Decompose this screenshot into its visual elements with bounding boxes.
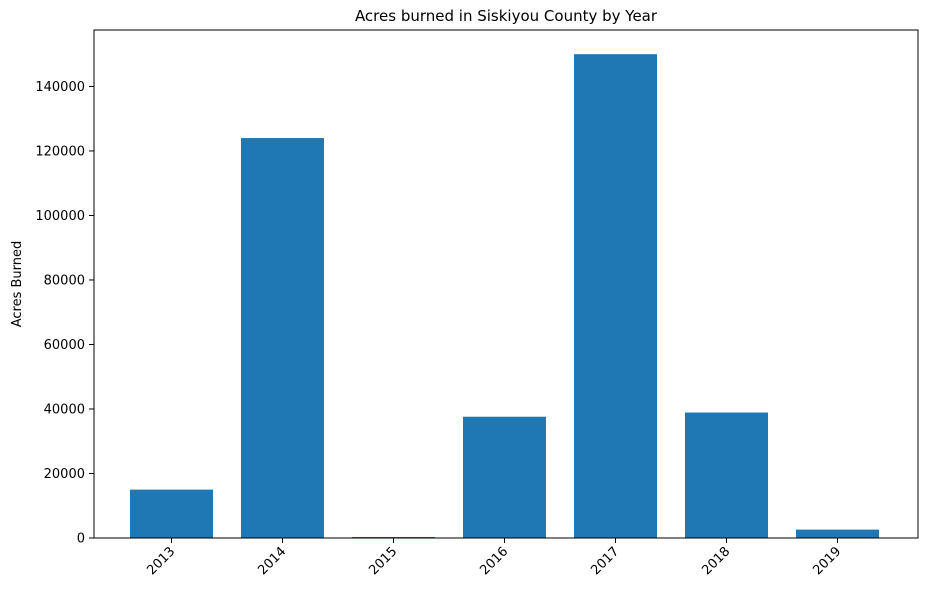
plot-frame xyxy=(93,29,919,539)
bar-2016 xyxy=(463,416,546,538)
x-tick-label: 2014 xyxy=(255,544,289,578)
y-tick-label: 20000 xyxy=(44,467,85,482)
y-tick-label: 40000 xyxy=(44,402,85,417)
y-tick-label: 120000 xyxy=(35,144,85,159)
y-tick-label: 100000 xyxy=(35,209,85,224)
y-tick-label: 140000 xyxy=(35,80,85,95)
x-tick-label: 2013 xyxy=(144,544,178,578)
x-tick-label: 2015 xyxy=(366,544,400,578)
x-tick-label: 2018 xyxy=(699,544,733,578)
x-tick-label: 2016 xyxy=(477,544,511,578)
bar-2019 xyxy=(796,529,879,538)
y-tick-label: 80000 xyxy=(44,273,85,288)
bar-2014 xyxy=(241,138,324,539)
x-ticks-group: 2013 2014 2015 2016 2017 2018 2019 xyxy=(144,538,844,578)
x-tick-label: 2019 xyxy=(810,544,844,578)
y-axis-label: Acres Burned xyxy=(10,241,25,328)
y-tick-label: 0 xyxy=(77,532,85,547)
bars-group xyxy=(130,54,879,539)
x-tick-label: 2017 xyxy=(588,544,622,578)
bar-2013 xyxy=(130,489,213,538)
chart-title: Acres burned in Siskiyou County by Year xyxy=(355,7,658,25)
y-ticks-group: 0 20000 40000 60000 80000 100000 120000 140000 xyxy=(35,80,94,547)
y-tick-label: 60000 xyxy=(44,338,85,353)
bar-2018 xyxy=(685,412,768,538)
bar-2017 xyxy=(574,54,657,538)
